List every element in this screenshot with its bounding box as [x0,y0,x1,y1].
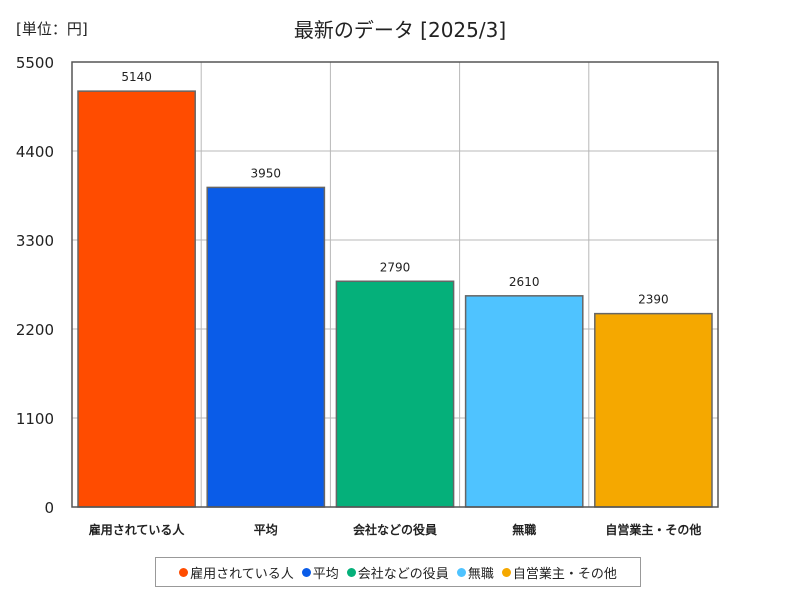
legend-label: 平均 [312,566,339,582]
x-tick-label: 雇用されている人 [89,522,186,537]
legend-label: 無職 [467,566,494,582]
y-tick-label: 3300 [16,232,54,250]
x-tick-label: 会社などの役員 [353,522,437,537]
y-tick-label: 5500 [16,54,54,72]
legend-marker-icon [501,567,511,577]
legend-item: 無職 [456,563,494,582]
bar-value-label: 5140 [121,70,152,84]
plot-frame [71,61,719,508]
legend-marker-icon [301,567,311,577]
legend-label: 自営業主・その他 [512,566,617,582]
legend-item: 平均 [301,563,339,582]
chart-title: 最新のデータ [2025/3] [293,18,507,42]
legend-label: 会社などの役員 [357,566,449,582]
bar [77,90,196,508]
legend: 雇用されている人 平均 会社などの役員 無職 自営業主・その他 [155,557,641,587]
x-tick-label: 平均 [254,522,278,537]
x-tick-label: 自営業主・その他 [605,522,701,537]
bar [335,280,455,508]
legend-item: 自営業主・その他 [501,563,617,582]
bar-value-label: 3950 [251,166,282,180]
bar [206,186,326,508]
bar-value-label: 2790 [380,260,411,274]
legend-marker-icon [346,567,356,577]
bar-value-label: 2390 [638,293,669,307]
y-tick-label: 1100 [16,410,54,428]
legend-marker-icon [179,567,189,577]
legend-marker-icon [456,567,466,577]
bar [594,312,713,508]
bar [464,295,584,508]
legend-item: 雇用されている人 [179,563,294,582]
legend-label: 雇用されている人 [190,566,294,582]
x-tick-label: 無職 [512,522,536,537]
bar-value-label: 2610 [509,275,540,289]
legend-item: 会社などの役員 [346,563,449,582]
y-tick-label: 2200 [16,321,54,339]
y-tick-label: 4400 [16,143,54,161]
y-tick-label: 0 [44,499,54,517]
unit-label: [単位：円] [16,20,88,38]
